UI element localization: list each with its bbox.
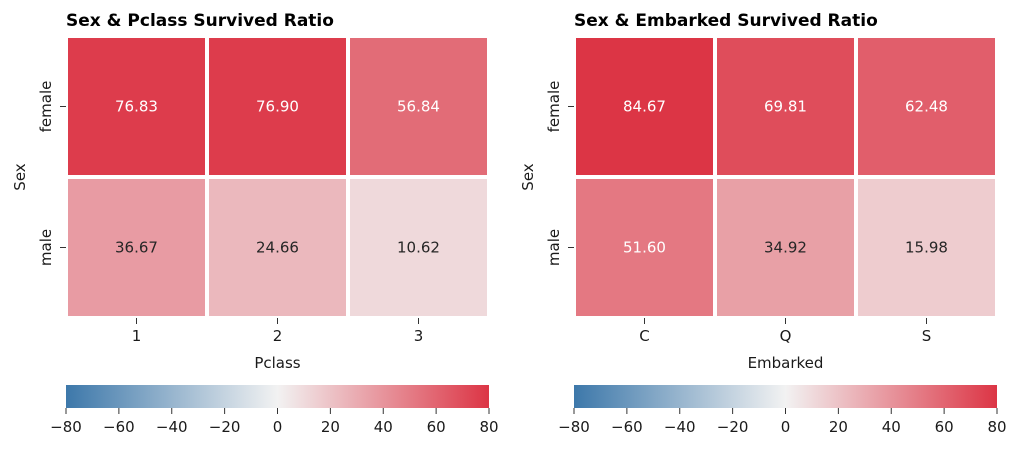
colorbar-tick-label: −80 <box>50 418 82 436</box>
heatmap-cell <box>713 34 858 179</box>
colorbar-tick-label: −40 <box>156 418 188 436</box>
colorbar-tick-label: 0 <box>273 418 283 436</box>
colorbar-tick-label: 60 <box>427 418 446 436</box>
cell-value-label: 36.67 <box>115 239 158 257</box>
x-tick-label: S <box>922 327 932 345</box>
cell-value-label: 62.48 <box>905 98 948 116</box>
colorbar-tick-label: 0 <box>781 418 791 436</box>
y-tick-label: male <box>37 229 55 266</box>
colorbar-tick-label: 40 <box>374 418 393 436</box>
x-tick-label: 1 <box>132 327 142 345</box>
colorbar-tick-label: 60 <box>935 418 954 436</box>
cell-value-label: 69.81 <box>764 98 807 116</box>
y-axis-label: Sex <box>11 163 29 190</box>
cell-value-label: 76.83 <box>115 98 158 116</box>
cell-value-label: 34.92 <box>764 239 807 257</box>
x-tick-label: 3 <box>414 327 424 345</box>
y-tick-label: female <box>37 81 55 133</box>
y-tick-label: female <box>545 81 563 133</box>
colorbar-tick-label: 80 <box>479 418 498 436</box>
x-tick-label: 2 <box>273 327 283 345</box>
colorbar-tick-label: −60 <box>103 418 135 436</box>
colorbar <box>66 385 489 408</box>
colorbar-tick-label: −20 <box>717 418 749 436</box>
cell-value-label: 84.67 <box>623 98 666 116</box>
colorbar-tick-label: 80 <box>987 418 1006 436</box>
x-tick-label: Q <box>780 327 792 345</box>
heatmap-cell <box>346 175 491 320</box>
y-axis-label: Sex <box>519 163 537 190</box>
x-tick-label: C <box>639 327 649 345</box>
heatmap-panel-2: Sex & Embarked Survived Ratio 84.67 69.81 6… <box>519 11 1007 436</box>
chart-title: Sex & Embarked Survived Ratio <box>574 11 878 31</box>
colorbar <box>574 385 997 408</box>
x-axis-label: Pclass <box>254 354 300 372</box>
y-tick-label: male <box>545 229 563 266</box>
cell-value-label: 10.62 <box>397 239 440 257</box>
cell-value-label: 51.60 <box>623 239 666 257</box>
colorbar-tick-label: −20 <box>209 418 241 436</box>
colorbar-tick-label: 20 <box>829 418 848 436</box>
cell-value-label: 24.66 <box>256 239 299 257</box>
colorbar-tick-label: −60 <box>611 418 643 436</box>
cell-value-label: 76.90 <box>256 98 299 116</box>
heatmap-cell <box>572 34 717 179</box>
colorbar-tick-label: −80 <box>558 418 590 436</box>
heatmap-cell <box>205 34 350 179</box>
heatmap-cell <box>854 34 999 179</box>
colorbar-tick-label: −40 <box>664 418 696 436</box>
x-axis-label: Embarked <box>748 354 824 372</box>
chart-title: Sex & Pclass Survived Ratio <box>66 11 334 31</box>
heatmap-cell <box>854 175 999 320</box>
cell-value-label: 15.98 <box>905 239 948 257</box>
colorbar-tick-label: 40 <box>882 418 901 436</box>
cell-value-label: 56.84 <box>397 98 440 116</box>
heatmap-cell <box>713 175 858 320</box>
heatmap-panel-1: Sex & Pclass Survived Ratio 76.83 76.90 56.… <box>11 11 499 436</box>
colorbar-tick-label: 20 <box>321 418 340 436</box>
